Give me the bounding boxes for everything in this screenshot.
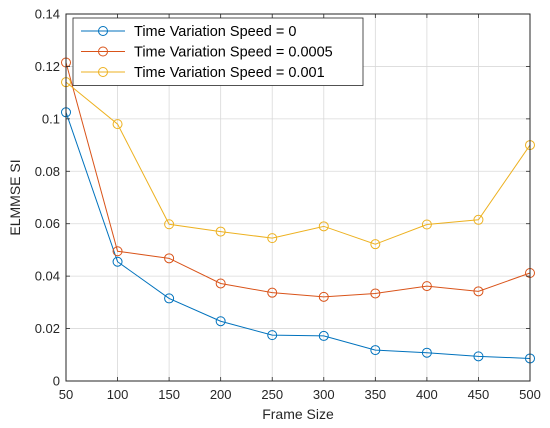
series-0 bbox=[61, 107, 535, 364]
legend-marker bbox=[98, 46, 108, 57]
series-2 bbox=[61, 77, 535, 250]
y-axis-label: ELMMSE SI bbox=[7, 159, 23, 235]
data-point bbox=[421, 281, 432, 292]
x-axis-label: Frame Size bbox=[262, 406, 334, 422]
data-point bbox=[112, 119, 123, 130]
data-point bbox=[267, 287, 278, 298]
plot-frame bbox=[65, 13, 531, 382]
series-line bbox=[65, 62, 531, 298]
data-point bbox=[164, 253, 175, 264]
y-tick-label: 0.02 bbox=[35, 321, 60, 336]
data-point bbox=[164, 293, 175, 304]
data-point bbox=[318, 330, 329, 341]
data-point bbox=[267, 233, 278, 244]
data-point bbox=[370, 239, 381, 250]
x-tick-label: 500 bbox=[519, 387, 541, 402]
data-point bbox=[370, 345, 381, 356]
data-point bbox=[215, 316, 226, 327]
x-tick-label: 450 bbox=[468, 387, 490, 402]
axis-ticks: 50 100 150 200 250 300 350 400 450 500 0 0.02 0.04 0.… bbox=[35, 7, 541, 403]
y-tick-label: 0.06 bbox=[35, 216, 60, 231]
data-point bbox=[318, 291, 329, 302]
y-tick-label: 0.08 bbox=[35, 164, 60, 179]
x-tick-label: 150 bbox=[158, 387, 180, 402]
x-tick-label: 250 bbox=[261, 387, 283, 402]
data-point bbox=[318, 221, 329, 232]
y-tick-label: 0.04 bbox=[35, 269, 60, 284]
data-point bbox=[215, 226, 226, 237]
data-point bbox=[164, 219, 175, 230]
data-point bbox=[215, 278, 226, 289]
series-line bbox=[65, 112, 531, 359]
legend-label: Time Variation Speed = 0.0005 bbox=[134, 45, 333, 61]
legend-marker bbox=[98, 26, 108, 36]
data-point bbox=[473, 351, 484, 362]
series-1 bbox=[61, 57, 535, 302]
y-tick-label: 0.14 bbox=[35, 7, 60, 22]
data-point bbox=[421, 347, 432, 358]
legend-label: Time Variation Speed = 0.001 bbox=[134, 65, 325, 81]
x-tick-label: 400 bbox=[416, 387, 438, 402]
legend-marker bbox=[98, 67, 108, 77]
legend-label: Time Variation Speed = 0 bbox=[134, 24, 296, 40]
x-tick-label: 50 bbox=[59, 387, 73, 402]
data-point bbox=[473, 214, 484, 225]
data-point bbox=[267, 330, 278, 341]
y-tick-label: 0.1 bbox=[42, 111, 60, 126]
x-tick-label: 200 bbox=[210, 387, 232, 402]
legend: Time Variation Speed = 0 Time Variation S… bbox=[72, 17, 364, 86]
series-layer bbox=[61, 57, 535, 364]
series-line bbox=[65, 81, 531, 245]
data-point bbox=[370, 288, 381, 299]
data-point bbox=[421, 219, 432, 230]
data-point bbox=[112, 246, 123, 257]
data-point bbox=[473, 286, 484, 297]
data-point bbox=[112, 256, 123, 267]
x-tick-label: 350 bbox=[364, 387, 386, 402]
x-tick-label: 300 bbox=[313, 387, 335, 402]
legend-entry: Time Variation Speed = 0.001 bbox=[81, 65, 325, 81]
y-tick-label: 0 bbox=[53, 374, 60, 389]
y-tick-label: 0.12 bbox=[35, 59, 60, 74]
legend-entry: Time Variation Speed = 0.0005 bbox=[81, 45, 333, 61]
legend-entry: Time Variation Speed = 0 bbox=[81, 24, 296, 40]
x-tick-label: 100 bbox=[107, 387, 129, 402]
